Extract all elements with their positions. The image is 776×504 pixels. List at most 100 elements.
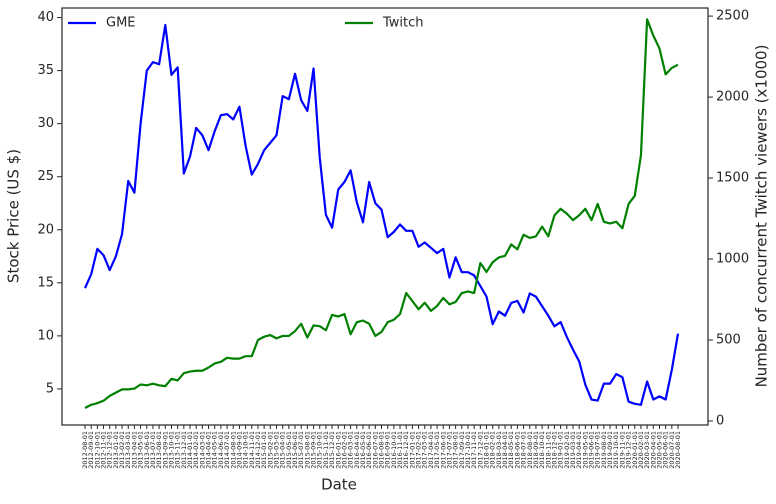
x-tick-label: 2015-10-01 [316, 431, 324, 469]
x-tick-label: 2013-08-01 [155, 431, 163, 469]
x-tick-label: 2014-07-01 [223, 431, 231, 469]
x-tick-label: 2018-01-01 [483, 431, 491, 469]
x-tick-label: 2017-03-01 [421, 431, 429, 469]
y-tick-label: 5 [46, 381, 54, 396]
x-tick-label: 2014-04-01 [205, 431, 213, 469]
legend-label: Twitch [382, 16, 424, 31]
x-tick-label: 2012-09-01 [87, 431, 95, 469]
x-tick-label: 2015-05-01 [285, 431, 293, 469]
x-tick-label: 2019-01-01 [557, 431, 565, 469]
x-tick-label: 2014-10-01 [242, 431, 250, 469]
x-tick-label: 2017-10-01 [464, 431, 472, 469]
x-tick-label: 2018-07-01 [520, 431, 528, 469]
x-tick-label: 2014-11-01 [248, 431, 256, 469]
x-tick-label: 2020-06-01 [662, 431, 670, 469]
x-tick-label: 2012-08-01 [81, 431, 89, 469]
x-tick-label: 2015-08-01 [303, 431, 311, 469]
x-tick-label: 2012-10-01 [93, 431, 101, 469]
x-tick-label: 2019-07-01 [594, 431, 602, 469]
x-tick-label: 2018-12-01 [550, 431, 558, 469]
x-tick-label: 2017-12-01 [476, 431, 484, 469]
x-tick-label: 2015-12-01 [328, 431, 336, 469]
y-tick-label: 30 [37, 116, 54, 131]
x-tick-label: 2019-06-01 [588, 431, 596, 469]
x-tick-label: 2017-01-01 [408, 431, 416, 469]
x-tick-label: 2013-11-01 [174, 431, 182, 469]
x-tick-label: 2019-10-01 [612, 431, 620, 469]
x-tick-label: 2016-01-01 [334, 431, 342, 469]
x-tick-label: 2017-09-01 [458, 431, 466, 469]
x-tick-label: 2014-01-01 [186, 431, 194, 469]
x-tick-label: 2013-05-01 [137, 431, 145, 469]
x-tick-label: 2015-09-01 [310, 431, 318, 469]
x-tick-label: 2020-07-01 [668, 431, 676, 469]
x-tick-label: 2013-12-01 [180, 431, 188, 469]
x-tick-label: 2015-06-01 [291, 431, 299, 469]
y-tick-label: 10 [37, 328, 54, 343]
x-tick-label: 2014-06-01 [217, 431, 225, 469]
x-tick-label: 2018-04-01 [501, 431, 509, 469]
x-tick-label: 2014-02-01 [192, 431, 200, 469]
line-series [84, 18, 679, 409]
y2-tick-label: 0 [716, 413, 724, 428]
plot-frame [61, 7, 709, 426]
x-tick-label: 2014-03-01 [198, 431, 206, 469]
x-tick-label: 2013-10-01 [167, 431, 175, 469]
y2-axis-label: Number of concurrent Twitch viewers (x10… [753, 45, 771, 388]
x-tick-label: 2016-08-01 [378, 431, 386, 469]
x-tick-label: 2013-02-01 [118, 431, 126, 469]
x-tick-label: 2020-04-01 [649, 431, 657, 469]
x-tick-label: 2013-04-01 [130, 431, 138, 469]
x-tick-label: 2016-05-01 [359, 431, 367, 469]
x-tick-label: 2018-08-01 [526, 431, 534, 469]
x-tick-label: 2016-10-01 [390, 431, 398, 469]
x-tick-label: 2017-07-01 [445, 431, 453, 469]
x-tick-label: 2016-12-01 [402, 431, 410, 469]
x-tick-label: 2016-02-01 [340, 431, 348, 469]
x-tick-label: 2016-06-01 [365, 431, 373, 469]
x-tick-label: 2013-07-01 [149, 431, 157, 469]
x-tick-label: 2020-08-01 [674, 431, 682, 469]
y-tick-label: 40 [37, 10, 54, 25]
x-tick-label: 2012-12-01 [106, 431, 114, 469]
x-tick-label: 2018-10-01 [538, 431, 546, 469]
x-tick-label: 2018-11-01 [544, 431, 552, 469]
x-tick-label: 2017-08-01 [452, 431, 460, 469]
x-tick-label: 2019-08-01 [600, 431, 608, 469]
x-tick-label: 2019-02-01 [563, 431, 571, 469]
x-tick-label: 2016-09-01 [384, 431, 392, 469]
x-tick-label: 2019-04-01 [575, 431, 583, 469]
x-tick-label: 2019-11-01 [618, 431, 626, 469]
y-tick-label: 15 [37, 275, 54, 290]
x-tick-label: 2013-01-01 [112, 431, 120, 469]
y-tick-label: 35 [37, 63, 54, 78]
x-tick-label: 2019-09-01 [606, 431, 614, 469]
legend-label: GME [106, 16, 136, 31]
x-tick-label: 2018-09-01 [532, 431, 540, 469]
y-tick-label: 25 [37, 169, 54, 184]
x-tick-label: 2015-04-01 [279, 431, 287, 469]
x-tick-label: 2020-05-01 [655, 431, 663, 469]
x-tick-label: 2016-07-01 [371, 431, 379, 469]
x-tick-label: 2013-06-01 [143, 431, 151, 469]
x-tick-label: 2019-03-01 [569, 431, 577, 469]
x-tick-label: 2015-01-01 [260, 431, 268, 469]
x-tick-label: 2018-06-01 [513, 431, 521, 469]
x-tick-label: 2017-06-01 [439, 431, 447, 469]
y2-tick-label: 500 [716, 332, 741, 347]
x-tick-label: 2017-04-01 [427, 431, 435, 469]
y2-tick-label: 1500 [716, 171, 749, 186]
x-tick-label: 2019-05-01 [581, 431, 589, 469]
y-axis-label: Stock Price (US $) [5, 149, 23, 283]
y-tick-label: 20 [37, 222, 54, 237]
x-tick-label: 2015-07-01 [297, 431, 305, 469]
x-tick-label: 2015-02-01 [266, 431, 274, 469]
x-tick-label: 2014-12-01 [254, 431, 262, 469]
y2-tick-label: 1000 [716, 252, 749, 267]
x-tick-label: 2012-11-01 [100, 431, 108, 469]
x-axis-label: Date [321, 476, 357, 494]
x-tick-label: 2016-04-01 [353, 431, 361, 469]
x-tick-label: 2020-03-01 [643, 431, 651, 469]
x-tick-label: 2013-09-01 [161, 431, 169, 469]
